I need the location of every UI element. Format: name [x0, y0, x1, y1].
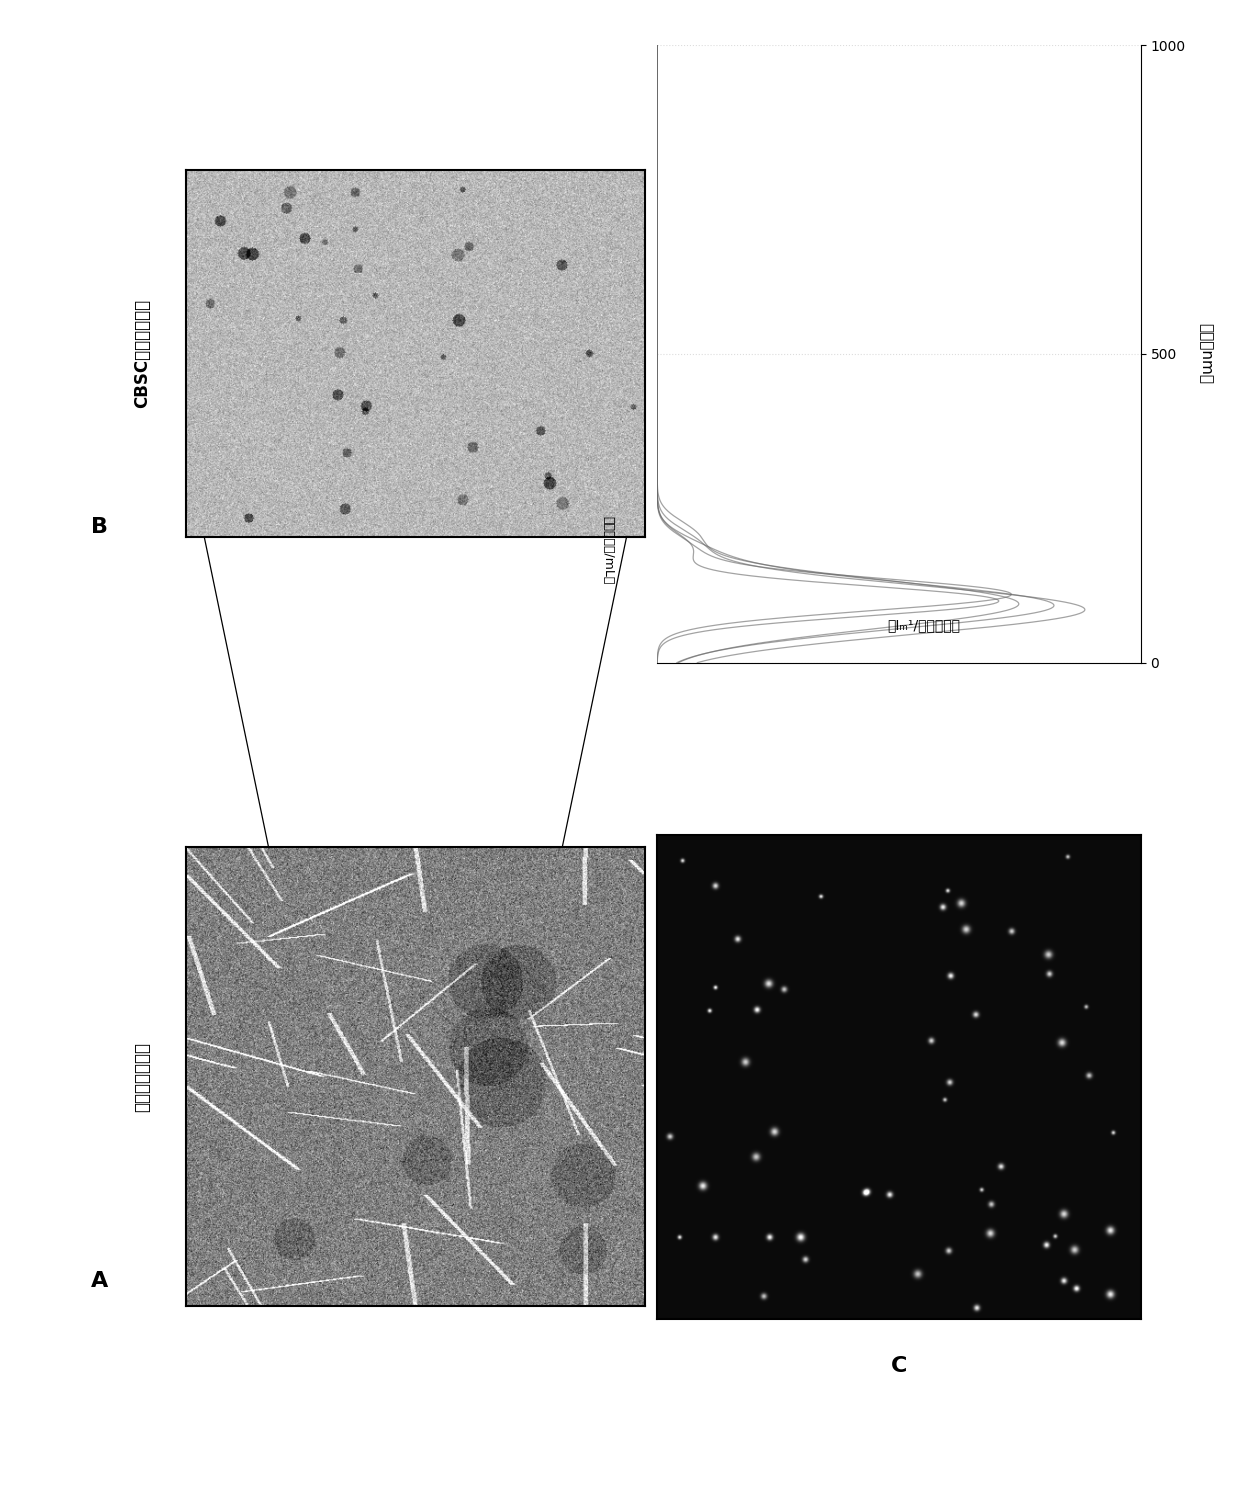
Text: CBSC来源的外来体: CBSC来源的外来体 — [134, 300, 151, 408]
Text: B: B — [91, 518, 108, 538]
Text: 骨来源的干细胞: 骨来源的干细胞 — [134, 1042, 151, 1111]
Text: C: C — [890, 1357, 908, 1376]
Text: 强度（颗粒/mL）: 强度（颗粒/mL） — [601, 515, 614, 584]
Y-axis label: 尺寸（nm）: 尺寸（nm） — [1198, 324, 1214, 384]
Text: （Iₘ¹/颗粒）强度: （Iₘ¹/颗粒）强度 — [888, 619, 960, 633]
Text: A: A — [91, 1271, 108, 1291]
